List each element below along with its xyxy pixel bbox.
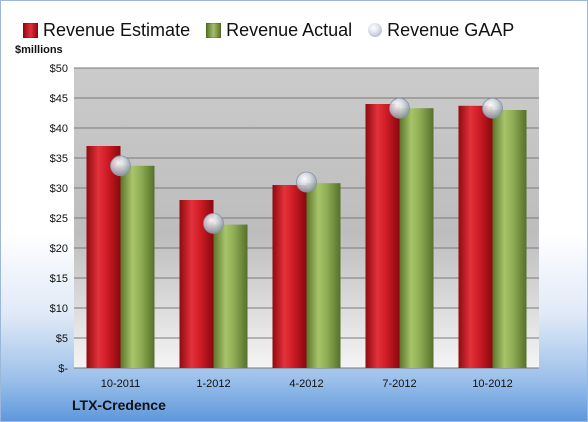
legend-item-estimate: Revenue Estimate (23, 20, 190, 41)
legend-item-actual: Revenue Actual (206, 20, 352, 41)
y-tick-label: $45 (50, 93, 68, 105)
x-tick-label: 7-2012 (382, 378, 416, 390)
bar-revenue-estimate (365, 104, 400, 368)
bar-revenue-estimate (458, 105, 493, 369)
legend-label-estimate: Revenue Estimate (43, 19, 191, 40)
bar-revenue-actual (120, 165, 155, 368)
legend-swatch-estimate (23, 22, 38, 38)
legend-item-gaap: Revenue GAAP (368, 20, 514, 41)
legend-marker-gaap (368, 23, 383, 37)
marker-revenue-gaap (110, 155, 131, 177)
x-tick-label: 10-2011 (101, 378, 141, 390)
y-tick-label: $20 (50, 243, 68, 255)
y-tick-label: $50 (50, 63, 68, 75)
gaap-markers (110, 97, 503, 234)
y-tick-label: $5 (56, 333, 68, 345)
y-tick-label: $35 (50, 153, 68, 165)
y-tick-label: $- (58, 363, 68, 375)
x-tick-label: 10-2012 (472, 378, 512, 390)
marker-revenue-gaap (389, 97, 410, 119)
marker-revenue-gaap (203, 212, 224, 234)
bar-revenue-estimate (272, 185, 307, 368)
company-name: LTX-Credence (72, 397, 166, 413)
y-axis-ticks: $- $5 $10 $15 $20 $25 $30 $35 $40 $45 $50 (50, 63, 69, 375)
bars (86, 104, 527, 369)
marker-revenue-gaap (296, 171, 317, 193)
bar-revenue-actual (492, 110, 527, 368)
y-tick-label: $25 (50, 213, 68, 225)
bar-revenue-actual (306, 183, 341, 368)
x-tick-label: 1-2012 (196, 378, 230, 390)
legend-swatch-actual (206, 22, 222, 38)
x-axis-ticks: 10-2011 1-2012 4-2012 7-2012 10-2012 (101, 378, 513, 390)
y-tick-label: $10 (50, 303, 68, 315)
y-unit-label: $millions (15, 44, 63, 56)
bar-revenue-estimate (86, 146, 121, 368)
legend: Revenue Estimate Revenue Actual Revenue … (23, 17, 530, 43)
marker-revenue-gaap (482, 97, 503, 119)
x-tick-label: 4-2012 (289, 378, 323, 390)
y-tick-label: $40 (50, 123, 68, 135)
y-tick-label: $30 (50, 183, 68, 195)
bar-revenue-actual (213, 224, 248, 368)
y-tick-label: $15 (50, 273, 68, 285)
bar-revenue-actual (399, 108, 434, 368)
legend-label-actual: Revenue Actual (226, 19, 353, 40)
legend-label-gaap: Revenue GAAP (387, 19, 515, 40)
